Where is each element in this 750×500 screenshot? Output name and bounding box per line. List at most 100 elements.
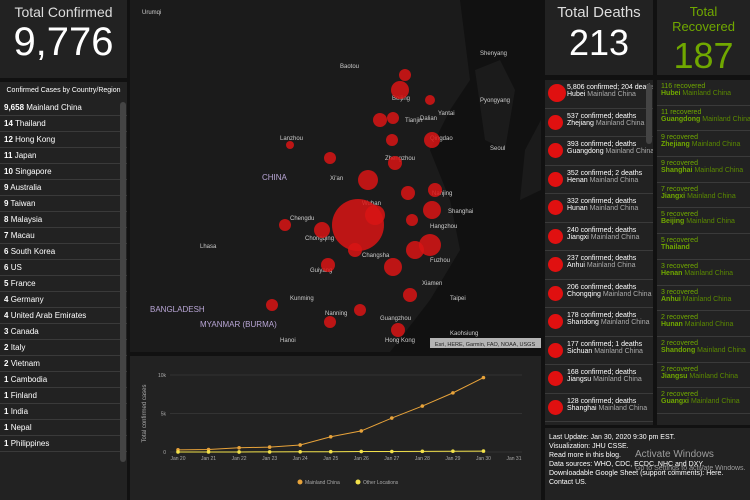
- map-bubble: [358, 170, 378, 190]
- map-bubble: [384, 258, 402, 276]
- y-tick-label: 5k: [161, 412, 167, 418]
- map-bubble: [424, 132, 440, 148]
- map-bubble: [391, 323, 405, 337]
- recovered-country: Mainland China: [684, 321, 734, 329]
- death-place: Hunan: [567, 205, 588, 212]
- country-row: 12 Hong Kong: [0, 132, 127, 148]
- recovered-country: Mainland China: [694, 167, 744, 175]
- data-point: [298, 450, 302, 454]
- death-dot: [548, 342, 563, 358]
- recovered-place: Shandong: [661, 346, 696, 354]
- map-bubble: [406, 214, 418, 226]
- death-row: 5,806 confirmed; 204 deaths Hubei Mainlan…: [545, 80, 653, 109]
- recovered-place-line: Shandong Mainland China: [661, 347, 746, 354]
- country-count: 7: [4, 231, 9, 240]
- death-text: 128 confirmed; deaths: [567, 397, 637, 405]
- death-place: Hubei: [567, 91, 586, 98]
- death-dot: [548, 171, 563, 187]
- death-country: Mainland China: [589, 205, 639, 212]
- recovered-place-line: Henan Mainland China: [661, 270, 746, 277]
- recovered-country: Mainland China: [689, 372, 739, 380]
- map-label: Taipei: [450, 296, 466, 302]
- death-text: 352 confirmed; 2 deaths: [567, 169, 643, 177]
- recovered-place-line: Shanghai Mainland China: [661, 167, 746, 174]
- x-tick-label: Jan 30: [476, 456, 491, 462]
- country-count: 4: [4, 311, 9, 320]
- korea: [475, 60, 515, 150]
- death-dot: [548, 114, 563, 130]
- country-count: 4: [4, 295, 9, 304]
- recovered-text: 2 recovered: [661, 391, 698, 399]
- recovered-list: 116 recovered Hubei Mainland China 11 reco…: [657, 80, 750, 414]
- country-name: Japan: [14, 151, 37, 160]
- death-place: Shanghai: [567, 404, 597, 412]
- recovered-country: Mainland China: [687, 192, 736, 200]
- death-place: Chongqing: [567, 290, 601, 298]
- country-name: Hong Kong: [15, 135, 56, 144]
- confirmed-title: Total Confirmed: [14, 4, 113, 20]
- country-name: Australia: [10, 183, 42, 192]
- country-count: 2: [4, 359, 9, 368]
- map-bubble: [386, 134, 398, 146]
- data-point: [420, 449, 425, 454]
- map-bubble: [423, 201, 441, 219]
- recovered-row: 5 recovered Thailand: [657, 234, 750, 260]
- map-bubble: [354, 304, 366, 316]
- country-row: 9 Taiwan: [0, 196, 127, 212]
- death-country: Mainland China: [602, 290, 652, 298]
- map-label: MYANMAR (BURMA): [200, 320, 277, 329]
- x-tick-label: Jan 25: [323, 456, 338, 462]
- death-text: 5,806 confirmed; 204 deaths: [567, 84, 653, 91]
- death-text: 393 confirmed; deaths: [567, 141, 637, 148]
- recovered-place-line: Thailand: [661, 244, 746, 251]
- deaths-panel: 5,806 confirmed; 204 deaths Hubei Mainlan…: [545, 80, 653, 425]
- country-count: 6: [4, 247, 9, 256]
- map-bubble: [324, 152, 336, 164]
- data-point: [206, 450, 211, 454]
- death-place-line: Anhui Mainland China: [567, 262, 649, 269]
- y-tick-label: 0: [163, 450, 166, 456]
- map-label: Hong Kong: [385, 338, 415, 344]
- country-name: Malaysia: [10, 215, 43, 224]
- map-label: Shenyang: [480, 51, 507, 57]
- death-country: Mainland China: [598, 404, 648, 412]
- country-name: US: [10, 263, 22, 272]
- death-row: 128 confirmed; deaths Shanghai Mainland C…: [545, 394, 653, 422]
- map-label: Guiyang: [310, 268, 332, 274]
- recovered-place: Shanghai: [661, 167, 693, 175]
- recovered-text: 3 recovered: [661, 262, 698, 270]
- death-text: 240 confirmed; deaths: [567, 226, 637, 234]
- country-count: 6: [4, 263, 9, 272]
- legend-swatch: [297, 479, 303, 485]
- country-name: South Korea: [10, 247, 56, 256]
- recovered-text: 9 recovered: [661, 134, 698, 142]
- death-place-line: Hubei Mainland China: [567, 91, 649, 98]
- attribution: Esri, HERE, Garmin, FAO, NOAA, USGS: [435, 342, 536, 348]
- deaths-title: Total Deaths: [557, 4, 641, 21]
- country-row: 9 Australia: [0, 180, 127, 196]
- recovered-text: 9 recovered: [661, 160, 698, 168]
- recovered-row: 3 recovered Henan Mainland China: [657, 260, 750, 286]
- map-bubble: [428, 183, 442, 197]
- recovered-place: Henan: [661, 269, 683, 277]
- country-count: 9,658: [4, 103, 25, 112]
- data-point: [390, 416, 394, 420]
- death-text: 177 confirmed; 1 deaths: [567, 340, 643, 348]
- death-text: 537 confirmed; deaths: [567, 112, 637, 120]
- country-name: Nepal: [10, 423, 32, 432]
- y-tick-label: 10k: [158, 373, 167, 379]
- map-label: Dalian: [420, 116, 437, 122]
- country-count: 1: [4, 407, 9, 416]
- recovered-row: 2 recovered Shandong Mainland China: [657, 337, 750, 363]
- recovered-place: Hunan: [661, 321, 683, 329]
- data-point: [206, 447, 211, 452]
- country-name: Singapore: [15, 167, 52, 176]
- recovered-text: 5 recovered: [661, 237, 698, 245]
- recovered-place-line: Jiangsu Mainland China: [661, 373, 746, 380]
- map-label: Beijing: [392, 96, 410, 102]
- scrollbar: [646, 84, 652, 144]
- map-bubble: [387, 112, 399, 124]
- country-row: 3 Canada: [0, 324, 127, 340]
- death-place-line: Jiangxi Mainland China: [567, 234, 649, 241]
- info-line: Contact US.: [549, 479, 587, 486]
